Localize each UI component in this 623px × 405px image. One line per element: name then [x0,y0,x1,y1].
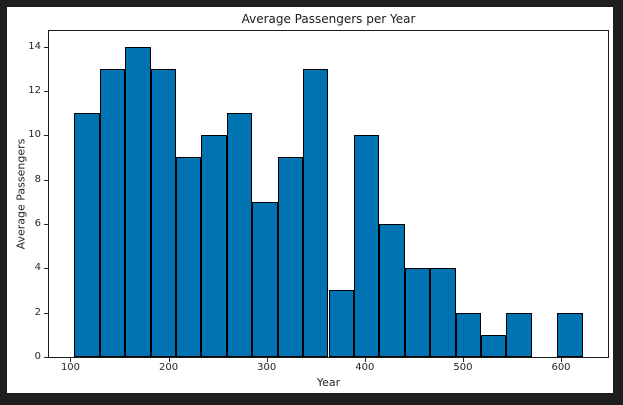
y-tick-label: 2 [34,306,41,318]
x-tick-mark [364,358,366,362]
x-tick-label: 300 [257,362,277,373]
y-tick-label: 12 [28,84,41,96]
histogram-bar [150,68,177,357]
y-tick-label: 0 [34,351,41,362]
histogram-bar [252,201,278,357]
histogram-bar [303,68,329,357]
y-tick-mark [44,312,48,314]
y-tick-label: 10 [28,129,41,141]
y-tick-mark [44,90,48,92]
figure: Average Passengers per Year Year Average… [7,7,613,393]
y-tick-mark [44,268,48,270]
histogram-bar [176,157,202,357]
histogram-bar [404,268,431,357]
y-tick-mark [44,223,48,225]
y-tick-label: 14 [28,40,41,52]
x-axis-label: Year [316,376,341,389]
histogram-bar [201,135,227,357]
histogram-bar [125,46,151,357]
histogram-bar [557,312,583,357]
x-tick-mark [462,358,464,362]
histogram-bar [506,312,532,357]
histogram-bar [74,113,100,357]
histogram-bar [455,312,481,357]
x-tick-label: 500 [453,362,473,373]
y-tick-mark [44,46,48,48]
y-tick-label: 4 [34,262,41,274]
histogram-bar [480,334,507,357]
x-tick-label: 200 [159,362,179,373]
y-tick-mark [44,135,48,137]
plot-area [48,30,609,358]
histogram-bar [353,135,380,357]
y-tick-mark [44,357,48,358]
x-tick-mark [168,358,170,362]
histogram-bar [430,268,456,357]
histogram-bar [226,113,253,357]
y-tick-mark [44,179,48,181]
chart-title: Average Passengers per Year [241,12,416,26]
y-axis-label: Average Passengers [14,138,28,250]
x-tick-mark [561,358,562,362]
histogram-bar [277,157,304,357]
x-tick-label: 100 [60,362,81,373]
histogram-bar [328,290,354,357]
x-tick-label: 600 [551,362,571,373]
y-tick-label: 6 [34,217,41,229]
x-tick-mark [266,358,268,362]
x-tick-mark [70,358,72,362]
x-tick-label: 400 [355,362,375,373]
histogram-bar [99,68,126,357]
histogram-bar [379,223,405,357]
y-tick-label: 8 [34,173,41,185]
